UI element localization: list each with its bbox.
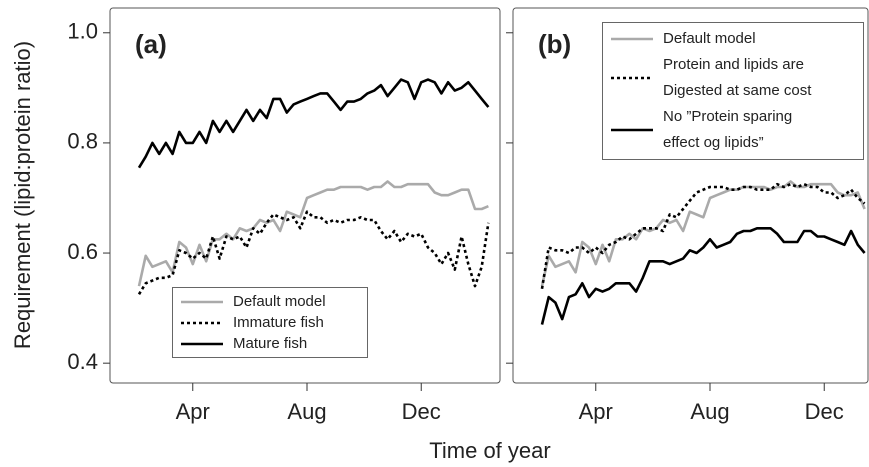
x-tick-label: Aug [690,399,729,424]
legend-swatch [611,128,653,132]
panel-label: (a) [135,29,167,59]
legend: Default model Immature fish Mature fish [172,287,368,358]
x-axis-label: Time of year [429,438,550,463]
legend-label: Immature fish [233,314,324,331]
y-axis-label: Requirement (lipid:protein ratio) [10,41,35,349]
legend: Default model Protein and lipids are Dige… [602,22,864,160]
x-tick-label: Apr [579,399,613,424]
y-tick-label: 0.6 [67,239,98,264]
legend-entry: Default model [609,26,857,52]
legend-entry: Immature fish [179,312,361,333]
legend-label: Protein and lipids are Digested at same … [663,56,812,99]
legend-entry: No ”Protein sparing effect og lipids” [609,104,857,156]
legend-entry: Mature fish [179,333,361,354]
series-line [137,180,489,287]
legend-label: No ”Protein sparing effect og lipids” [663,108,793,151]
x-tick-label: Dec [402,399,441,424]
legend-swatch [181,300,223,303]
x-tick-label: Aug [287,399,326,424]
x-tick-label: Dec [805,399,844,424]
y-tick-label: 0.4 [67,349,98,374]
series-line [540,182,866,290]
legend-entry: Default model [179,291,361,312]
series-line [137,210,490,295]
legend-label: Default model [663,30,756,47]
series-line [137,78,490,169]
y-tick-label: 1.0 [67,19,98,44]
legend-swatch [181,342,223,345]
y-tick-label: 0.8 [67,129,98,154]
series-line [540,180,866,287]
legend-swatch [181,321,223,324]
series-line [540,227,866,325]
legend-label: Default model [233,293,326,310]
legend-label: Mature fish [233,335,308,352]
legend-swatch [611,37,653,41]
legend-swatch [611,76,653,80]
plot-frame [512,7,869,384]
panel-label: (b) [538,29,571,59]
x-tick-label: Apr [176,399,210,424]
plot-frame [109,7,501,384]
legend-entry: Protein and lipids are Digested at same … [609,52,857,104]
